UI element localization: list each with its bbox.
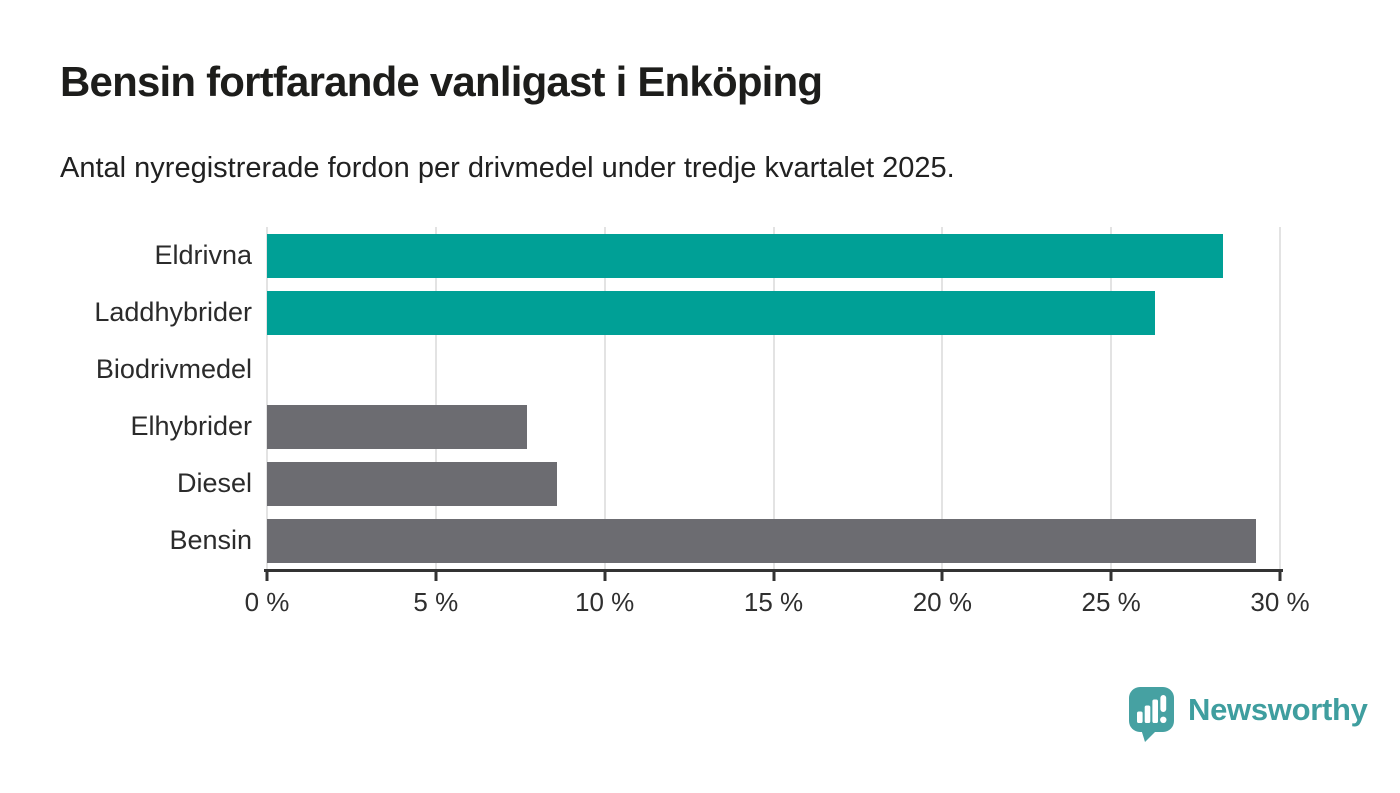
category-label-eldrivna: Eldrivna	[154, 240, 252, 270]
x-axis-tick	[1109, 572, 1113, 581]
category-axis: Eldrivna Laddhybrider Biodrivmedel Elhybrid…	[60, 227, 252, 569]
x-axis-tick	[434, 572, 438, 581]
gridline	[772, 227, 775, 569]
x-axis-tick-label: 0 %	[244, 587, 290, 617]
x-axis-tick-label: 20 %	[912, 587, 972, 617]
gridline	[603, 227, 606, 569]
x-axis-tick-label: 15 %	[743, 587, 804, 617]
x-axis-tick-label: 25 %	[1081, 587, 1141, 617]
category-label-diesel: Diesel	[176, 468, 252, 498]
x-axis-tick-label: 10 %	[575, 587, 635, 617]
chart-title: Bensin fortfarande vanligast i Enköping	[60, 58, 823, 105]
x-axis-tick	[772, 572, 775, 581]
bar-diesel	[267, 461, 558, 506]
category-label-bensin: Bensin	[169, 525, 252, 555]
category-label-biodrivmedel: Biodrivmedel	[95, 354, 252, 384]
newsworthy-logo-icon	[1129, 687, 1174, 742]
x-axis-line	[264, 569, 1283, 572]
gridline	[941, 227, 944, 569]
x-axis-tick	[940, 572, 944, 581]
x-axis-tick	[265, 572, 269, 581]
bar-laddhybrider	[267, 290, 1156, 335]
gridline	[1110, 227, 1113, 569]
gridline	[434, 227, 437, 569]
newsworthy-logo-text: Newsworthy	[1188, 692, 1368, 727]
x-axis-tick-label: 30 %	[1250, 587, 1310, 617]
gridline	[1279, 227, 1281, 569]
bar-eldrivna	[267, 233, 1223, 278]
category-label-elhybrider: Elhybrider	[130, 411, 252, 441]
x-axis-tick	[603, 572, 607, 581]
bar-bensin	[267, 518, 1257, 563]
gridline	[266, 227, 268, 569]
category-label-laddhybrider: Laddhybrider	[94, 297, 252, 327]
x-axis-tick	[1278, 572, 1282, 581]
x-axis-tick-label: 5 %	[413, 587, 459, 617]
bar-elhybrider	[267, 404, 527, 449]
plot-area: 0 % 5 % 10 % 15 % 20 % 25 % 30 %	[245, 227, 1310, 617]
chart-subtitle: Antal nyregistrerade fordon per drivmede…	[60, 152, 955, 184]
newsworthy-logo: Newsworthy	[1128, 686, 1368, 742]
